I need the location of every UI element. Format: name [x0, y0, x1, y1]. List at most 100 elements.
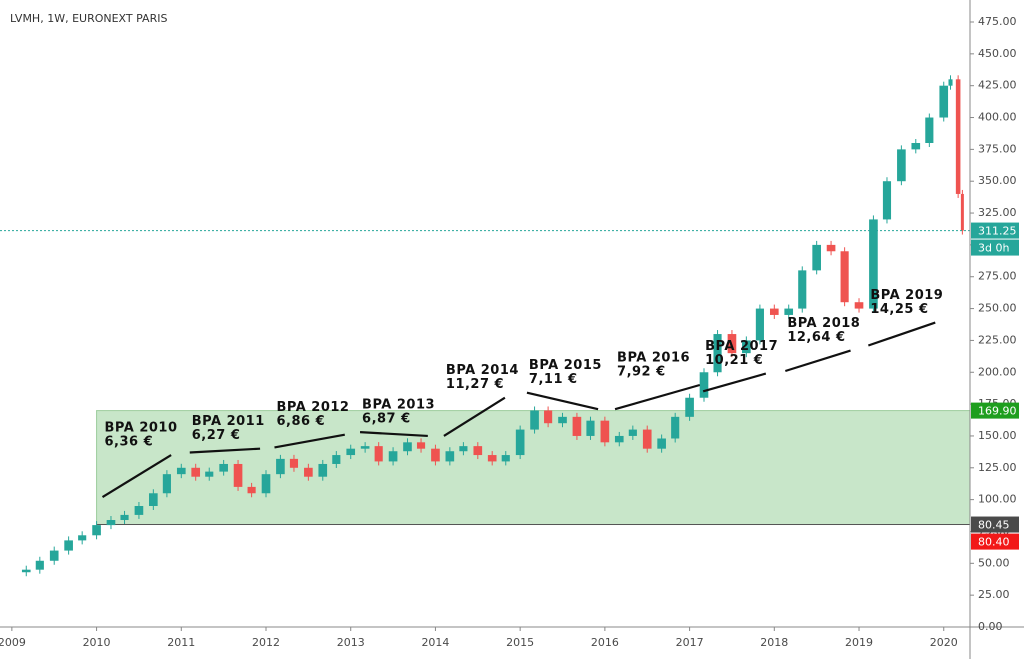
candle-body: [78, 535, 87, 541]
candle-body: [713, 334, 722, 373]
candle-body: [247, 486, 256, 494]
trend-segment: [101, 454, 172, 499]
annotation-eps: 10,21 €: [705, 353, 763, 368]
candle-body: [120, 514, 129, 521]
annotation-eps: 7,92 €: [617, 365, 666, 380]
candle-body: [388, 451, 398, 462]
candle-body: [515, 429, 525, 456]
candle-body: [233, 463, 243, 487]
zone-low-label: 80.45: [978, 519, 1010, 532]
annotation-eps: 6,36 €: [105, 435, 154, 450]
annotation-eps: 6,86 €: [276, 414, 325, 429]
annotation-eps: 11,27 €: [446, 377, 504, 392]
candle-body: [911, 143, 921, 150]
candle-body: [276, 458, 285, 475]
candle-body: [572, 416, 582, 436]
candle-body: [769, 308, 779, 315]
x-tick-label: 2015: [506, 636, 534, 649]
candle-body: [925, 117, 934, 143]
y-tick-label: 200.00: [978, 365, 1017, 378]
y-tick-label: 150.00: [978, 429, 1017, 442]
candle-body: [346, 448, 356, 456]
annotation-eps: 6,87 €: [362, 412, 411, 427]
annotation-title: BPA 2019: [870, 288, 943, 303]
candle-body: [374, 446, 383, 462]
candle-body: [600, 420, 610, 443]
annotation-title: BPA 2011: [192, 414, 265, 429]
trend-segment: [867, 321, 936, 347]
x-tick-label: 2010: [83, 636, 111, 649]
candle-body: [960, 193, 964, 231]
candle-body: [261, 474, 271, 494]
last-price-tag: [971, 222, 1019, 239]
candle-body: [812, 244, 821, 271]
annotation-eps: 6,27 €: [192, 428, 241, 443]
y-tick-label: 100.00: [978, 493, 1017, 506]
candle-body: [304, 467, 313, 477]
y-tick-label: 450.00: [978, 47, 1017, 60]
candle-body: [162, 474, 171, 494]
candle-body: [742, 340, 751, 354]
candle-body: [176, 467, 186, 475]
y-tick-label: 475.00: [978, 15, 1017, 28]
candle-body: [35, 560, 44, 570]
candle-body: [544, 410, 553, 424]
candle-body: [92, 525, 101, 536]
candle-body: [826, 244, 836, 252]
zone-high-label: 169.90: [978, 405, 1017, 418]
zone-high-tag: [971, 402, 1019, 419]
trend-segment: [526, 391, 599, 411]
candle-body: [149, 493, 158, 506]
candle-body: [948, 79, 953, 86]
x-tick-label: 2014: [421, 636, 449, 649]
candle-body: [106, 520, 116, 526]
candle-body: [939, 85, 949, 118]
candle-body: [431, 448, 440, 462]
x-tick-label: 2019: [845, 636, 873, 649]
x-tick-label: 2017: [676, 636, 704, 649]
annotation-title: BPA 2016: [617, 351, 690, 366]
candle-body: [558, 416, 567, 424]
candle-body: [685, 397, 694, 417]
candle-body: [699, 372, 709, 398]
trend-segment: [359, 431, 428, 438]
candle-body: [64, 540, 73, 551]
annotation-title: BPA 2013: [362, 398, 435, 413]
candle-body: [882, 181, 892, 220]
candle-body: [854, 302, 864, 309]
candle-body: [798, 270, 807, 309]
y-tick-label: 400.00: [978, 111, 1017, 124]
candle-body: [403, 442, 412, 452]
y-tick-label: 225.00: [978, 333, 1017, 346]
y-tick-label: 250.00: [978, 302, 1017, 315]
annotation-title: BPA 2017: [705, 339, 778, 354]
y-tick-label: 375.00: [978, 142, 1017, 155]
annotation-eps: 12,64 €: [787, 330, 845, 345]
candle-body: [869, 219, 878, 309]
candle-body: [840, 251, 849, 303]
y-tick-label: 275.00: [978, 270, 1017, 283]
annotation-title: BPA 2012: [276, 400, 349, 415]
annotation-title: BPA 2014: [446, 363, 519, 378]
x-tick-label: 2011: [167, 636, 195, 649]
x-tick-label: 2013: [337, 636, 365, 649]
label-layer: 0.0025.0050.0075.00100.00125.00150.00175…: [0, 15, 1019, 649]
candle-body: [487, 455, 497, 462]
alert-label: 80.40: [978, 536, 1010, 549]
candle-body: [501, 455, 510, 462]
y-tick-label: 325.00: [978, 206, 1017, 219]
y-tick-label: 350.00: [978, 174, 1017, 187]
y-tick-label: 425.00: [978, 79, 1017, 92]
candle-body: [530, 410, 539, 430]
y-tick-label: 0.00: [978, 620, 1003, 633]
y-tick-label: 125.00: [978, 461, 1017, 474]
zone-low-tag: [971, 516, 1019, 533]
candle-body: [784, 308, 794, 315]
candle-body: [955, 79, 961, 194]
alert-tag: [971, 533, 1019, 550]
trend-segment: [274, 433, 345, 449]
candle-body: [205, 471, 214, 477]
candle-body: [727, 334, 737, 354]
candle-body: [360, 446, 370, 449]
